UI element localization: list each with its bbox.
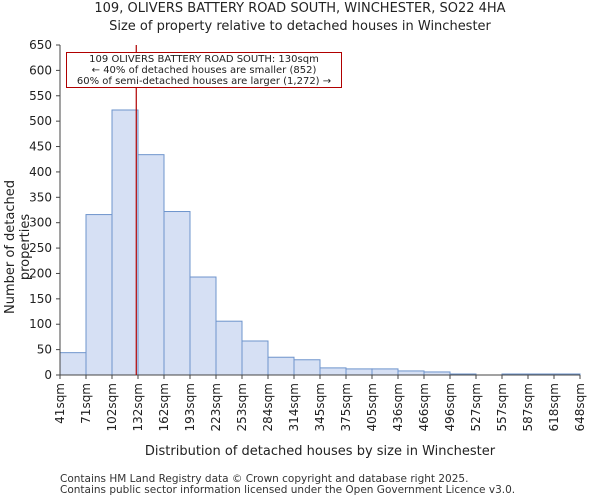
- bar-375sqm: [345, 368, 373, 376]
- x-tick-label-405sqm: 405sqm: [365, 383, 379, 431]
- x-tick-label-375sqm: 375sqm: [339, 383, 353, 431]
- chart-title: 109, OLIVERS BATTERY ROAD SOUTH, WINCHES…: [94, 1, 506, 16]
- bar-132sqm: [137, 154, 165, 376]
- bar-284sqm: [267, 356, 295, 376]
- x-tick-label-41sqm: 41sqm: [53, 383, 67, 424]
- x-tick-label-466sqm: 466sqm: [417, 383, 431, 431]
- bar-41sqm: [59, 352, 87, 376]
- x-tick-label-345sqm: 345sqm: [313, 383, 327, 431]
- x-tick-label-284sqm: 284sqm: [261, 383, 275, 431]
- bar-162sqm: [163, 211, 191, 376]
- bar-193sqm: [189, 276, 217, 376]
- y-tick-label-650: 650: [29, 38, 52, 52]
- x-tick-label-587sqm: 587sqm: [521, 383, 535, 431]
- x-tick-label-132sqm: 132sqm: [131, 383, 145, 431]
- y-tick-label-100: 100: [29, 317, 52, 331]
- x-tick-label-496sqm: 496sqm: [443, 383, 457, 431]
- x-tick-label-223sqm: 223sqm: [209, 383, 223, 431]
- y-tick-label-350: 350: [29, 190, 52, 204]
- annotation-box: 109 OLIVERS BATTERY ROAD SOUTH: 130sqm ←…: [66, 52, 342, 88]
- y-tick-label-0: 0: [44, 368, 52, 382]
- x-tick-label-557sqm: 557sqm: [495, 383, 509, 431]
- bar-314sqm: [293, 359, 321, 376]
- footer-licence: Contains public sector information licen…: [60, 484, 516, 496]
- x-tick-label-253sqm: 253sqm: [235, 383, 249, 431]
- x-tick-label-193sqm: 193sqm: [183, 383, 197, 431]
- y-tick-label-400: 400: [29, 165, 52, 179]
- y-tick-label-600: 600: [29, 63, 52, 77]
- x-tick-label-527sqm: 527sqm: [469, 383, 483, 431]
- bar-405sqm: [371, 368, 399, 376]
- y-tick-label-250: 250: [29, 241, 52, 255]
- bar-223sqm: [215, 320, 243, 376]
- x-axis-label: Distribution of detached houses by size …: [144, 444, 496, 459]
- y-tick-label-150: 150: [29, 292, 52, 306]
- bar-102sqm: [111, 109, 139, 376]
- x-tick-label-436sqm: 436sqm: [391, 383, 405, 431]
- x-tick-label-618sqm: 618sqm: [547, 383, 561, 431]
- bar-253sqm: [241, 340, 269, 376]
- y-tick-label-500: 500: [29, 114, 52, 128]
- x-tick-label-314sqm: 314sqm: [287, 383, 301, 431]
- y-tick-label-200: 200: [29, 266, 52, 280]
- chart-subtitle: Size of property relative to detached ho…: [109, 19, 491, 34]
- annotation-line-1: 109 OLIVERS BATTERY ROAD SOUTH: 130sqm: [89, 54, 319, 65]
- y-tick-label-450: 450: [29, 140, 52, 154]
- bar-71sqm: [85, 214, 113, 376]
- x-tick-label-162sqm: 162sqm: [157, 383, 171, 431]
- x-tick-label-648sqm: 648sqm: [573, 383, 587, 431]
- annotation-line-3: 60% of semi-detached houses are larger (…: [76, 76, 332, 87]
- footer-copyright: Contains HM Land Registry data © Crown c…: [60, 473, 469, 485]
- y-tick-label-50: 50: [37, 343, 52, 357]
- x-tick-label-102sqm: 102sqm: [105, 383, 119, 431]
- y-tick-label-300: 300: [29, 216, 52, 230]
- x-tick-label-71sqm: 71sqm: [79, 383, 93, 424]
- bar-436sqm: [397, 370, 425, 376]
- annotation-line-2: ← 40% of detached houses are smaller (85…: [91, 65, 317, 76]
- bar-345sqm: [319, 367, 347, 376]
- y-tick-label-550: 550: [29, 89, 52, 103]
